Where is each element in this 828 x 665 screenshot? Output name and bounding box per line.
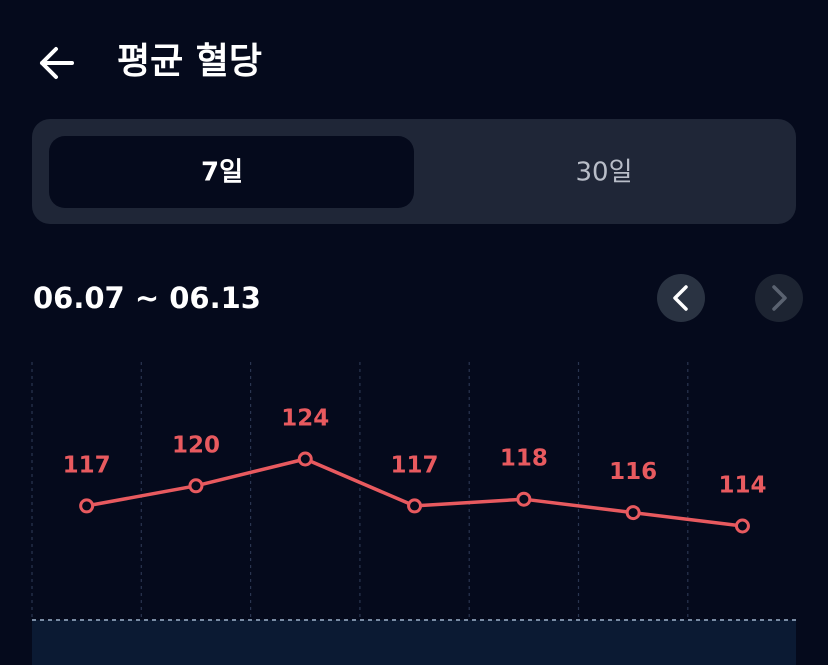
page-title: 평균 혈당 (117, 41, 262, 82)
prev-icon (673, 285, 688, 311)
data-point (188, 478, 204, 494)
prev-button[interactable] (657, 274, 705, 322)
next-icon (772, 285, 787, 311)
data-label: 124 (281, 406, 329, 432)
data-point (734, 518, 750, 534)
next-button[interactable] (755, 274, 803, 322)
chart-bottom-panel (32, 620, 796, 665)
prev-button-bg (657, 274, 705, 322)
back-button[interactable] (40, 47, 74, 79)
tab-selected[interactable] (49, 136, 414, 208)
back-arrow (40, 47, 74, 79)
data-label: 120 (172, 432, 220, 458)
data-label: 117 (63, 452, 111, 478)
data-label: 114 (718, 473, 766, 499)
data-point (297, 451, 313, 467)
tab-label[interactable]: 7일 (201, 158, 243, 188)
chart: 117 120 124 117 118 116 114 (31, 362, 766, 620)
date-range: 06.07 ~ 06.13 (33, 281, 261, 315)
data-label: 118 (500, 446, 548, 472)
next-button-bg (755, 274, 803, 322)
data-point (79, 498, 95, 514)
data-point (516, 491, 532, 507)
data-point (407, 498, 423, 514)
data-label: 116 (609, 459, 657, 485)
tab-label[interactable]: 30일 (575, 158, 632, 188)
data-label: 117 (391, 452, 439, 478)
data-point (625, 505, 641, 521)
